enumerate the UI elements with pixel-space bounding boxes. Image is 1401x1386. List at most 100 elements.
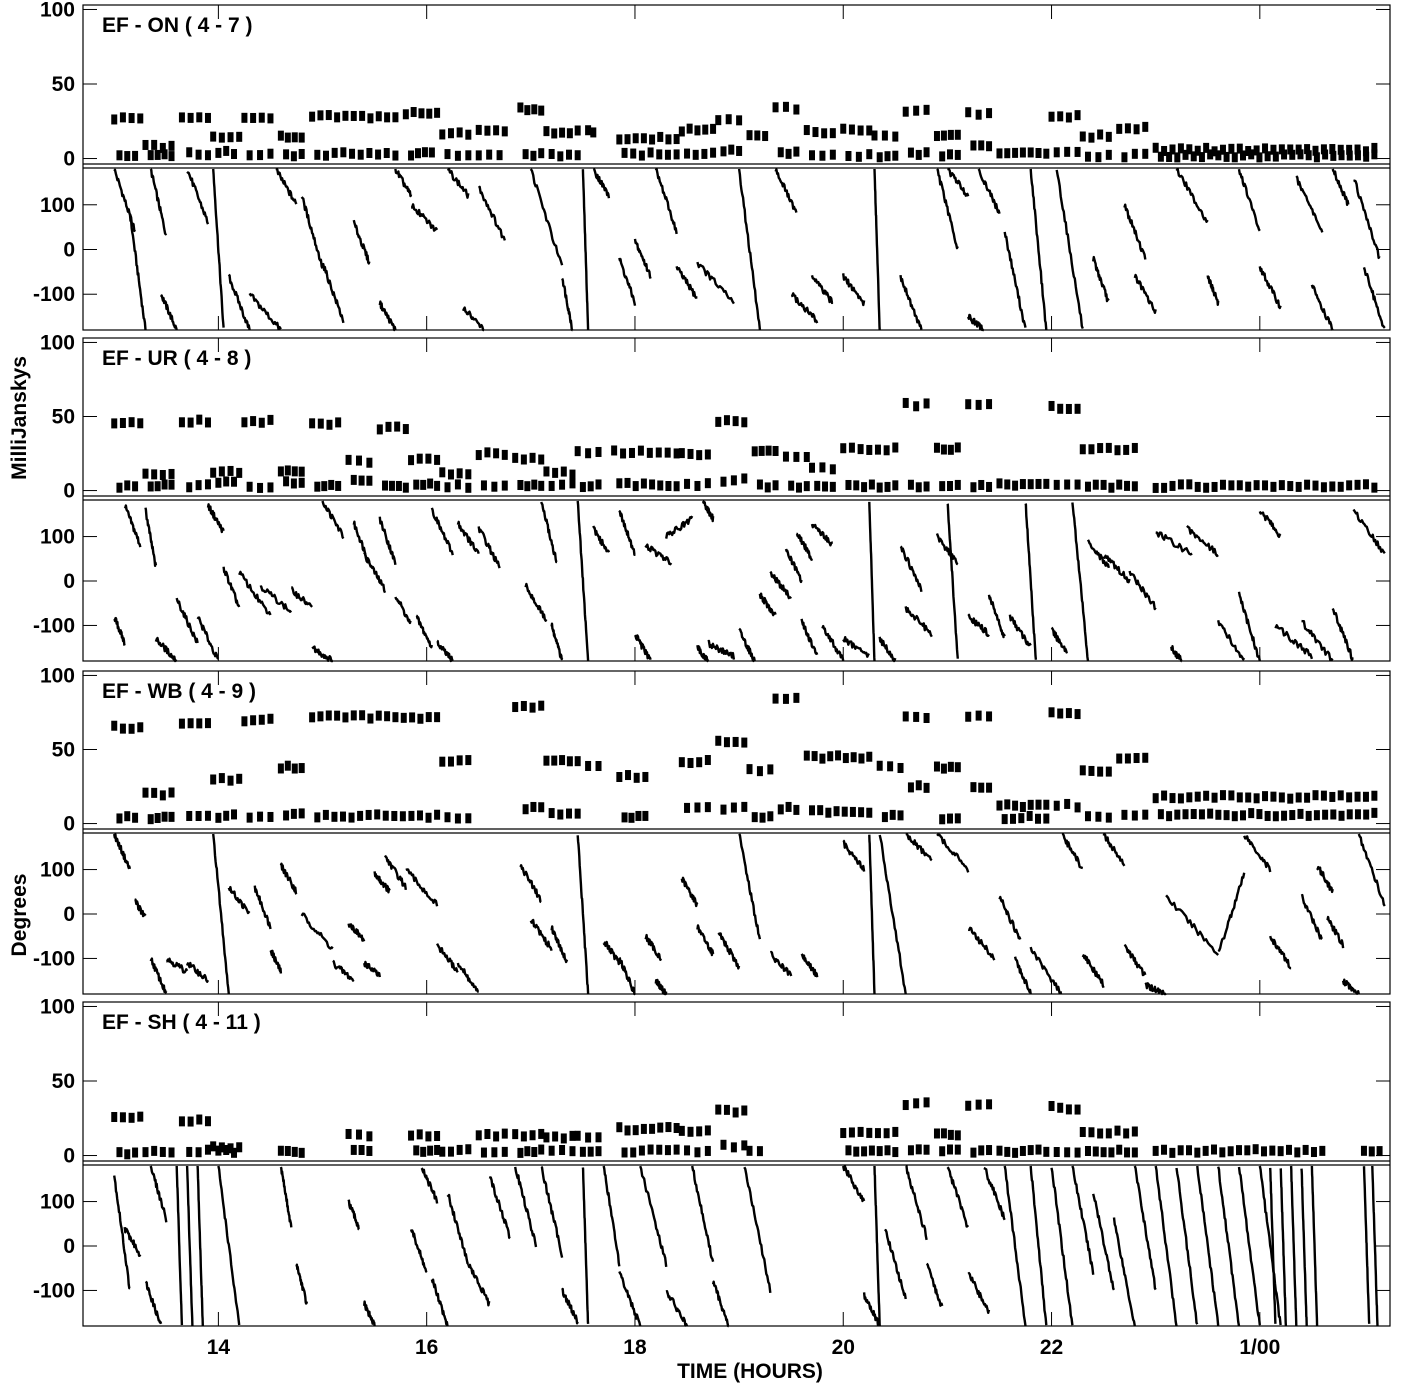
x-tick-label: 1/00 [1239, 1336, 1280, 1359]
amplitude-mark [204, 479, 211, 490]
amplitude-mark [702, 124, 709, 135]
amplitude-mark [142, 139, 149, 150]
amplitude-mark [975, 710, 982, 721]
phase-track [654, 978, 668, 996]
phase-track [1310, 1165, 1319, 1327]
amplitude-mark [871, 130, 878, 141]
phase-track [644, 543, 673, 566]
amplitude-mark [142, 468, 149, 479]
amplitude-mark [493, 448, 500, 459]
phase-track [998, 895, 1022, 940]
amplitude-mark [620, 448, 627, 459]
phase-track [1165, 894, 1220, 956]
amplitude-mark [947, 1129, 954, 1140]
amplitude-mark [732, 1107, 739, 1118]
phase-track [935, 533, 959, 566]
phase-track [1274, 624, 1314, 660]
phase-track [144, 1280, 163, 1325]
amplitude-mark [986, 399, 993, 410]
amplitude-mark [1121, 809, 1128, 820]
amplitude-mark [439, 129, 446, 140]
amp-tick-label: 50 [52, 406, 75, 429]
amplitude-mark [284, 1145, 291, 1156]
amplitude-mark [1203, 790, 1210, 801]
phase-track [967, 926, 996, 961]
amplitude-mark [161, 811, 168, 822]
phase-track [410, 203, 439, 232]
amplitude-mark [829, 149, 836, 160]
amplitude-mark [447, 1146, 454, 1157]
amplitude-mark [986, 481, 993, 492]
phase-tick-label: 0 [63, 570, 75, 593]
amplitude-mark [538, 1128, 545, 1139]
amplitude-mark [657, 1122, 664, 1133]
amplitude-mark [1169, 1147, 1176, 1158]
amplitude-mark [892, 1147, 899, 1158]
phase-track [1175, 1167, 1199, 1325]
amplitude-mark [359, 110, 366, 121]
amplitude-mark [420, 479, 427, 490]
amplitude-mark [907, 1145, 914, 1156]
amplitude-mark [501, 1128, 508, 1139]
amplitude-mark [529, 1130, 536, 1141]
amplitude-mark [621, 1147, 628, 1158]
amplitude-mark [159, 1146, 166, 1157]
phase-track [878, 834, 907, 995]
amplitude-mark [946, 813, 953, 824]
amplitude-mark [585, 448, 592, 459]
amplitude-mark [665, 134, 672, 145]
amplitude-mark [524, 1146, 531, 1157]
phase-track [743, 1166, 772, 1294]
amplitude-mark [1105, 1128, 1112, 1139]
amplitude-mark [1105, 131, 1112, 142]
amplitude-mark [1215, 809, 1222, 820]
amplitude-mark [384, 112, 391, 123]
amplitude-mark [857, 1126, 864, 1137]
amplitude-mark [595, 479, 602, 490]
amplitude-mark [1088, 1127, 1095, 1138]
amplitude-mark [186, 147, 193, 158]
amplitude-mark [579, 1146, 586, 1157]
phase-track [654, 167, 678, 235]
amplitude-mark [574, 125, 581, 136]
amplitude-mark [258, 714, 265, 725]
amplitude-mark [283, 476, 290, 487]
amplitude-mark [168, 468, 175, 479]
amplitude-mark [1065, 403, 1072, 414]
amplitude-mark [1260, 1146, 1267, 1157]
phase-track [592, 167, 611, 199]
amplitude-mark [375, 710, 382, 721]
phase-track [1326, 915, 1345, 949]
amplitude-mark [684, 478, 691, 489]
phase-track [821, 624, 845, 661]
amplitude-mark [720, 1139, 727, 1150]
amplitude-mark [236, 773, 243, 784]
amplitude-mark [512, 702, 519, 713]
phase-track [633, 634, 652, 661]
amplitude-mark [1262, 143, 1269, 154]
phase-track [430, 1278, 449, 1327]
amplitude-mark [715, 1104, 722, 1115]
amplitude-mark [291, 1146, 298, 1157]
phase-track [259, 585, 293, 613]
amplitude-mark [552, 467, 559, 478]
amplitude-mark [1043, 478, 1050, 489]
amplitude-mark [1084, 481, 1091, 492]
amplitude-mark [1124, 1147, 1131, 1158]
amplitude-mark [939, 1146, 946, 1157]
amplitude-mark [1272, 151, 1279, 162]
amplitude-mark [1123, 444, 1130, 455]
amplitude-mark [947, 444, 954, 455]
amplitude-mark [277, 763, 284, 774]
phase-track [1258, 1165, 1282, 1326]
amplitude-mark [793, 104, 800, 115]
phase-track [467, 1263, 491, 1307]
phase-track [873, 168, 881, 331]
amplitude-mark [178, 112, 185, 123]
amplitude-mark [673, 134, 680, 145]
phase-track [540, 1165, 564, 1258]
amplitude-mark [520, 1131, 527, 1142]
amplitude-mark [756, 1146, 763, 1157]
phase-tick-label: 100 [40, 1191, 75, 1214]
phase-track [1237, 591, 1261, 662]
